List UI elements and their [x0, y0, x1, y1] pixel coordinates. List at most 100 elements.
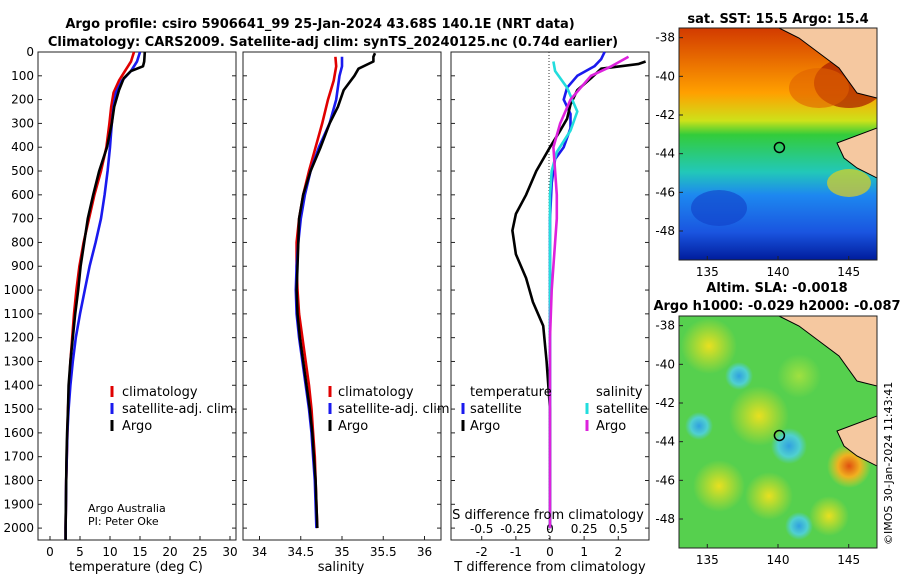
y-tick-label: 1400: [3, 378, 34, 392]
x-tick-label: 35: [334, 545, 349, 559]
y-tick-label: 1600: [3, 426, 34, 440]
imos-timestamp: ©IMOS 30-Jan-2024 11:43:41: [882, 382, 895, 545]
x-tick-label: 5: [76, 545, 84, 559]
series-line-s-argo: [548, 55, 630, 529]
y-tick-label: 1200: [3, 331, 34, 345]
x-tick-label: 0: [46, 545, 54, 559]
map-y-tick-label: -48: [655, 224, 675, 238]
map-y-tick-label: -38: [655, 31, 675, 45]
y-tick-label: 300: [11, 116, 34, 130]
mainland-landmass: [778, 28, 877, 99]
figure-title-line1: Argo profile: csiro 5906641_99 25-Jan-20…: [65, 17, 574, 32]
legend-temperature-title: temperature: [470, 385, 552, 400]
map-y-tick-label: -40: [655, 357, 675, 371]
y-tick-label: 2000: [3, 521, 34, 535]
sst-map-title: sat. SST: 15.5 Argo: 15.4: [687, 12, 868, 27]
map-y-tick-label: -40: [655, 69, 675, 83]
legend-t-argo: Argo: [470, 419, 500, 434]
argo-location-marker: [773, 141, 786, 154]
temperature-panel: 0100200300400500600700800900100011001200…: [3, 45, 237, 575]
legend-s-argo: Argo: [596, 419, 626, 434]
y-tick-label: 800: [11, 235, 34, 249]
legend-satellite-adj: satellite-adj. clim.: [338, 402, 454, 417]
legend-argo: Argo: [122, 419, 152, 434]
map-y-tick-label: -44: [655, 147, 675, 161]
x-tick-label: 36: [417, 545, 432, 559]
x-tick-label: 30: [222, 545, 237, 559]
tasmania-landmass: [836, 415, 877, 467]
x-tick-label: -2: [476, 545, 488, 559]
y-tick-label: 1500: [3, 402, 34, 416]
salinity-panel: 34 34.5 35 35.5 36 salinity climatology sate…: [242, 51, 454, 575]
map-y-tick-label: -48: [655, 512, 675, 526]
y-tick-label: 1700: [3, 450, 34, 464]
map-y-tick-label: -42: [655, 396, 675, 410]
map-x-tick-label: 140: [767, 265, 790, 279]
s-tick-label: -0.25: [500, 522, 531, 536]
s-tick-label: 0.5: [609, 522, 628, 536]
salinity-axis-label: salinity: [318, 560, 365, 575]
x-tick-label: 0: [546, 545, 554, 559]
t-difference-axis-label: T difference from climatology: [453, 560, 646, 575]
x-tick-label: 2: [614, 545, 622, 559]
temperature-axis-label: temperature (deg C): [69, 560, 203, 575]
s-difference-axis-label: S difference from climatology: [452, 508, 644, 523]
x-tick-label: 34: [252, 545, 267, 559]
map-x-tick-label: 145: [837, 553, 860, 567]
y-tick-label: 1100: [3, 307, 34, 321]
legend-climatology: climatology: [122, 385, 198, 400]
tasmania-landmass: [836, 127, 877, 179]
argo-location-marker: [773, 429, 786, 442]
map-x-tick-label: 135: [696, 265, 719, 279]
sst-map: sat. SST: 15.5 Argo: 15.4 135 140 145 -38 -4…: [655, 12, 878, 279]
x-tick-label: 20: [162, 545, 177, 559]
difference-panel: -2 -1 0 1 2 -0.5 -0.25 0 0.25 0.5 S difference f…: [450, 51, 650, 575]
x-tick-label: 1: [580, 545, 588, 559]
sla-map-title-line1: Altim. SLA: -0.0018: [706, 281, 847, 296]
map-y-tick-label: -44: [655, 435, 675, 449]
s-tick-label: 0.25: [571, 522, 598, 536]
y-tick-label: 1900: [3, 497, 34, 511]
figure-title-line2: Climatology: CARS2009. Satellite-adj cli…: [48, 35, 618, 50]
y-tick-label: 1300: [3, 354, 34, 368]
x-tick-label: 10: [102, 545, 117, 559]
map-y-tick-label: -42: [655, 108, 675, 122]
x-tick-label: 34.5: [287, 545, 314, 559]
s-tick-label: 0: [546, 522, 554, 536]
y-tick-label: 100: [11, 69, 34, 83]
y-tick-label: 600: [11, 188, 34, 202]
sla-map: Altim. SLA: -0.0018 Argo h1000: -0.029 h…: [653, 281, 900, 567]
legend-argo: Argo: [338, 419, 368, 434]
map-y-tick-label: -46: [655, 185, 675, 199]
s-tick-label: -0.5: [470, 522, 493, 536]
map-x-tick-label: 145: [837, 265, 860, 279]
y-tick-label: 700: [11, 212, 34, 226]
x-tick-label: 25: [192, 545, 207, 559]
y-tick-label: 400: [11, 140, 34, 154]
y-tick-label: 200: [11, 93, 34, 107]
map-y-tick-label: -38: [655, 319, 675, 333]
difference-legend: temperature satellite Argo salinity sate…: [461, 385, 648, 434]
map-y-tick-label: -46: [655, 473, 675, 487]
legend-s-satellite: satellite: [596, 402, 648, 417]
y-tick-label: 0: [26, 45, 34, 59]
x-tick-label: 35.5: [370, 545, 397, 559]
mainland-landmass: [778, 316, 877, 387]
y-tick-label: 1000: [3, 283, 34, 297]
x-tick-label: 15: [132, 545, 147, 559]
series-line-argo: [64, 51, 147, 540]
map-x-tick-label: 140: [767, 553, 790, 567]
legend-salinity-title: salinity: [596, 385, 643, 400]
legend-t-satellite: satellite: [470, 402, 522, 417]
salinity-legend: climatology satellite-adj. clim. Argo: [328, 385, 454, 434]
map-x-tick-label: 135: [696, 553, 719, 567]
x-tick-label: -1: [510, 545, 522, 559]
credit-line1: Argo Australia: [88, 502, 166, 515]
y-tick-label: 1800: [3, 473, 34, 487]
legend-climatology: climatology: [338, 385, 414, 400]
y-tick-label: 900: [11, 259, 34, 273]
series-line-argo: [295, 52, 377, 529]
sla-map-title-line2: Argo h1000: -0.029 h2000: -0.087: [653, 299, 900, 314]
legend-satellite-adj: satellite-adj. clim.: [122, 402, 238, 417]
